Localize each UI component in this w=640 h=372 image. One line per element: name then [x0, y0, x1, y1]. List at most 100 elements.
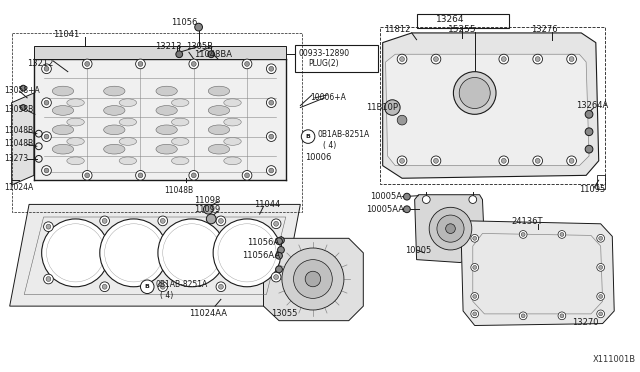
- Polygon shape: [34, 46, 286, 59]
- Circle shape: [535, 158, 540, 163]
- Circle shape: [20, 105, 26, 110]
- Circle shape: [533, 54, 543, 64]
- Circle shape: [397, 156, 407, 166]
- Text: 11024A: 11024A: [4, 183, 33, 192]
- Text: 11812: 11812: [383, 25, 410, 34]
- Circle shape: [533, 156, 543, 166]
- Circle shape: [266, 64, 276, 74]
- Circle shape: [176, 51, 182, 58]
- Circle shape: [208, 51, 214, 58]
- Ellipse shape: [172, 138, 189, 145]
- Circle shape: [46, 224, 51, 229]
- Circle shape: [204, 204, 213, 214]
- Circle shape: [42, 64, 51, 74]
- Text: 11095: 11095: [579, 185, 605, 194]
- Circle shape: [46, 277, 51, 282]
- Circle shape: [567, 54, 577, 64]
- Text: 1305B: 1305B: [186, 42, 213, 51]
- Circle shape: [271, 272, 281, 282]
- Text: 11048B: 11048B: [4, 140, 33, 148]
- Ellipse shape: [52, 144, 74, 154]
- Ellipse shape: [156, 106, 177, 115]
- Text: 11B10P: 11B10P: [366, 103, 398, 112]
- Circle shape: [471, 263, 479, 271]
- Circle shape: [558, 312, 566, 320]
- Circle shape: [269, 66, 274, 71]
- Circle shape: [501, 158, 506, 163]
- Circle shape: [102, 284, 107, 289]
- Bar: [417, 13, 509, 28]
- Circle shape: [560, 314, 564, 318]
- Circle shape: [136, 170, 145, 180]
- Ellipse shape: [208, 144, 230, 154]
- Circle shape: [585, 128, 593, 136]
- Circle shape: [519, 231, 527, 238]
- Circle shape: [44, 134, 49, 139]
- Circle shape: [521, 314, 525, 318]
- Ellipse shape: [104, 125, 125, 135]
- Circle shape: [585, 145, 593, 153]
- Polygon shape: [10, 204, 300, 306]
- Text: X111001B: X111001B: [593, 355, 636, 363]
- Circle shape: [569, 57, 574, 61]
- Circle shape: [161, 218, 165, 223]
- Circle shape: [473, 266, 477, 269]
- Text: 13264A: 13264A: [577, 101, 609, 110]
- Circle shape: [397, 115, 407, 125]
- Circle shape: [138, 173, 143, 178]
- Circle shape: [599, 312, 603, 316]
- Circle shape: [403, 206, 410, 213]
- Circle shape: [385, 100, 400, 115]
- Ellipse shape: [172, 157, 189, 165]
- Circle shape: [83, 170, 92, 180]
- Circle shape: [399, 57, 404, 61]
- Circle shape: [213, 219, 281, 287]
- Circle shape: [244, 173, 250, 178]
- Circle shape: [189, 59, 198, 69]
- Bar: [12, 33, 302, 212]
- Circle shape: [158, 219, 226, 287]
- Bar: [296, 45, 378, 72]
- Circle shape: [274, 221, 278, 226]
- Ellipse shape: [119, 157, 136, 165]
- Circle shape: [271, 219, 281, 229]
- Circle shape: [218, 218, 223, 223]
- Text: 11048B: 11048B: [4, 126, 33, 135]
- Text: 13276: 13276: [531, 25, 557, 34]
- Circle shape: [195, 23, 202, 31]
- Text: 11056A: 11056A: [247, 238, 279, 247]
- Ellipse shape: [104, 86, 125, 96]
- Circle shape: [469, 196, 477, 203]
- Text: 13273: 13273: [4, 154, 28, 163]
- Text: 11098: 11098: [194, 196, 220, 205]
- Circle shape: [305, 271, 321, 287]
- Circle shape: [42, 166, 51, 175]
- Polygon shape: [383, 33, 599, 178]
- Ellipse shape: [172, 118, 189, 126]
- Circle shape: [191, 61, 196, 66]
- Ellipse shape: [67, 118, 84, 126]
- Ellipse shape: [52, 86, 74, 96]
- Text: 13264: 13264: [436, 16, 465, 25]
- Text: 10006: 10006: [305, 153, 332, 162]
- Circle shape: [422, 196, 430, 203]
- Ellipse shape: [67, 157, 84, 165]
- Circle shape: [42, 219, 109, 287]
- Circle shape: [431, 156, 441, 166]
- Circle shape: [42, 98, 51, 108]
- Circle shape: [471, 234, 479, 242]
- Ellipse shape: [172, 99, 189, 106]
- Circle shape: [585, 110, 593, 118]
- Circle shape: [269, 100, 274, 105]
- Circle shape: [83, 59, 92, 69]
- Circle shape: [276, 252, 282, 259]
- Circle shape: [596, 292, 605, 300]
- Circle shape: [136, 59, 145, 69]
- Ellipse shape: [52, 106, 74, 115]
- Circle shape: [558, 231, 566, 238]
- Circle shape: [499, 54, 509, 64]
- Circle shape: [521, 232, 525, 236]
- Circle shape: [599, 295, 603, 298]
- Ellipse shape: [67, 99, 84, 106]
- Text: 11048BA: 11048BA: [194, 50, 232, 60]
